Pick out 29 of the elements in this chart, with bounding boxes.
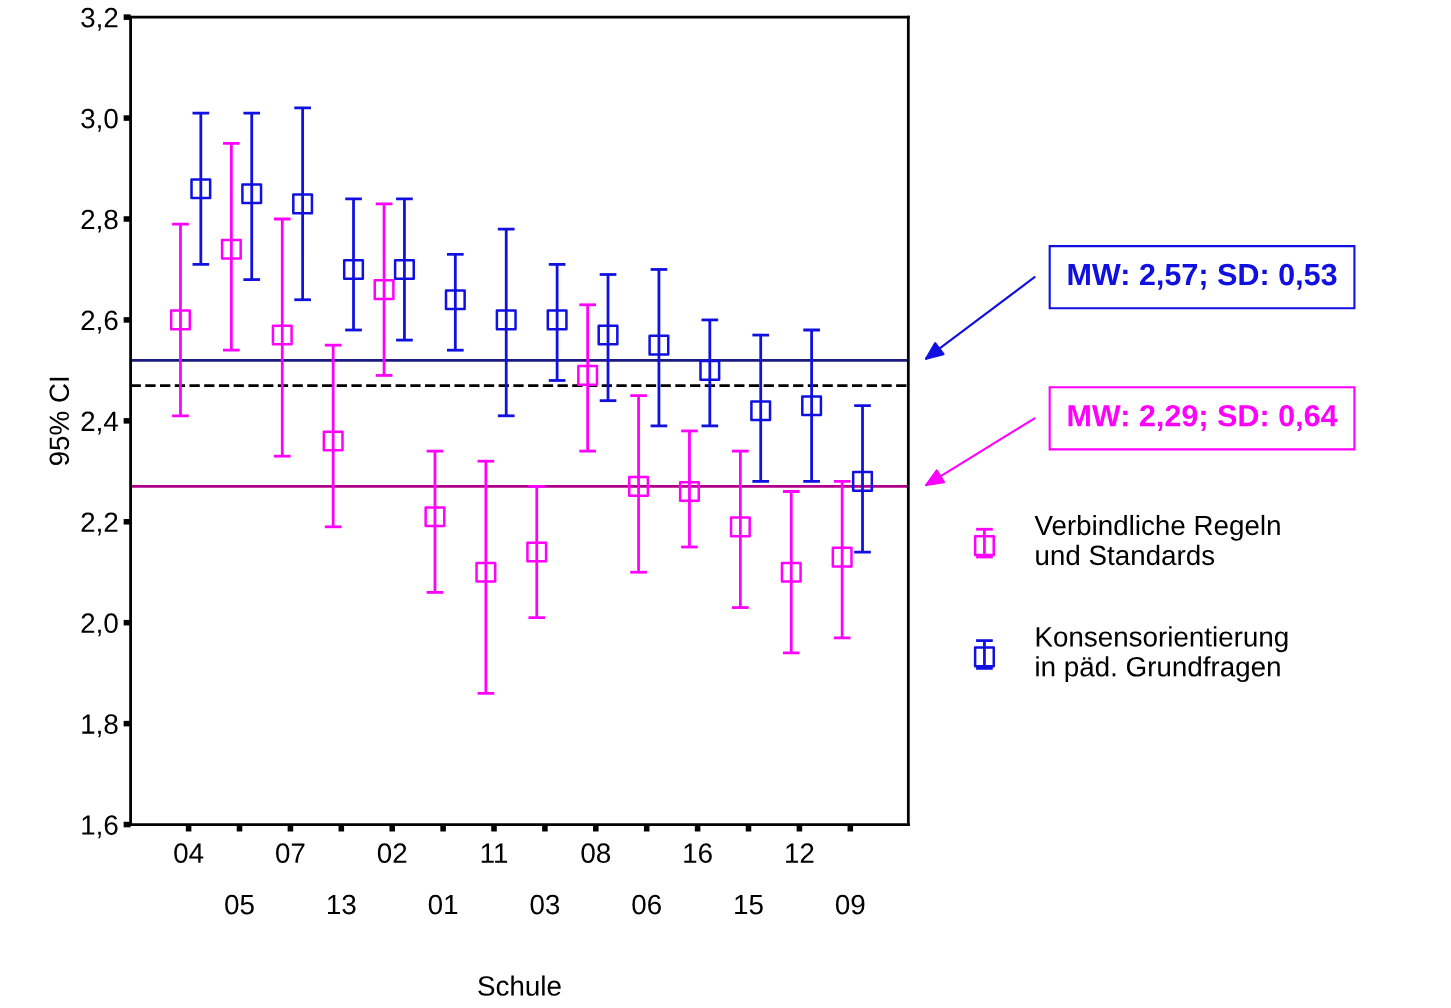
x-tick-label: 04 [174, 843, 204, 863]
x-tick-label: 16 [684, 843, 712, 863]
x-tick-label: 09 [835, 894, 865, 915]
y-tick-label: 2,6 [81, 310, 118, 334]
y-tick-label: 2,8 [81, 209, 118, 233]
x-tick-label: 02 [377, 843, 407, 863]
x-tick-label: 08 [581, 843, 611, 863]
x-tick-label: 15 [735, 895, 763, 915]
x-axis-title: Schule [478, 975, 561, 996]
legend-label: Konsensorientierung in päd. Grundfragen [1036, 626, 1288, 683]
x-tick-label: 03 [530, 894, 560, 915]
x-tick-label: 12 [786, 843, 814, 863]
y-tick-label: 1,6 [82, 815, 118, 839]
x-tick-label: 07 [276, 843, 305, 863]
x-tick-label: 01 [428, 894, 458, 915]
y-tick-label: 2,0 [81, 613, 118, 637]
x-tick-label: 06 [632, 894, 661, 915]
x-tick-label: 05 [225, 894, 254, 915]
y-axis-title: 95% CI [49, 377, 70, 466]
y-tick-label: 2,2 [81, 512, 118, 536]
text: MW: 2,29; SD: 0,64 [1068, 404, 1338, 431]
legend-label: Verbindliche Regeln und Standards [1034, 514, 1280, 566]
text: MW: 2,57; SD: 0,53 [1068, 263, 1337, 290]
y-tick-label: 3,0 [81, 108, 118, 132]
x-tick-label: 13 [327, 894, 356, 915]
x-tick-label: 11 [481, 843, 508, 863]
y-tick-label: 2,4 [81, 411, 118, 435]
y-tick-label: 3,2 [81, 7, 118, 31]
y-tick-label: 1,8 [82, 714, 118, 738]
